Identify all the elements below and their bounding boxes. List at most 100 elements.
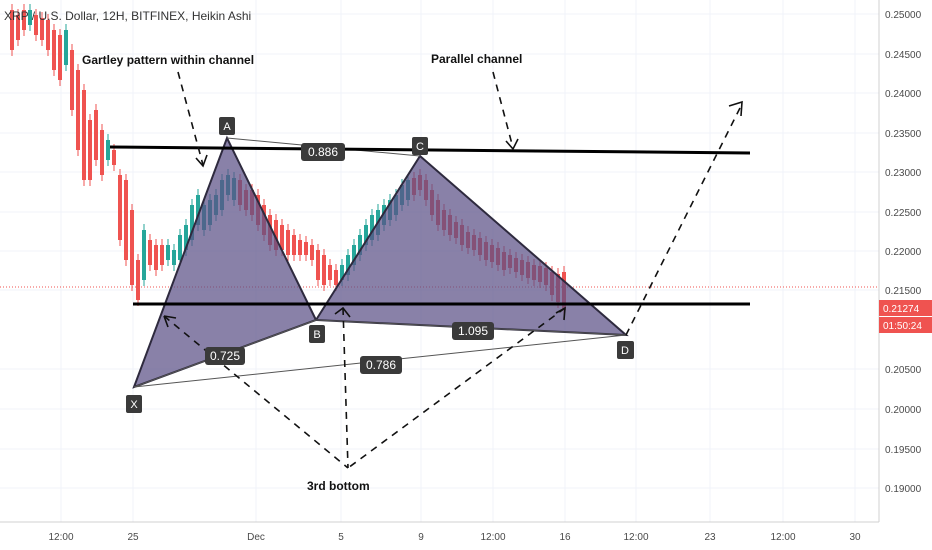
svg-text:X: X — [130, 399, 138, 411]
candle-body — [64, 30, 68, 65]
channel-upper-line[interactable] — [109, 145, 751, 155]
candle-body — [16, 15, 20, 40]
candle-body — [130, 210, 134, 285]
candle-body — [292, 235, 296, 255]
candle-body — [178, 235, 182, 260]
candle-body — [34, 15, 38, 35]
point-label-d: D — [617, 341, 634, 359]
candle-body — [118, 175, 122, 240]
last-price-tag: 0.21274 — [879, 300, 932, 316]
candle-body — [184, 225, 188, 250]
price-axis-background — [879, 0, 932, 550]
annotation-gartley: Gartley pattern within channel — [82, 53, 254, 67]
ratio-label-1095: 1.095 — [452, 322, 494, 340]
candle-body — [370, 215, 374, 240]
arrowhead-bottom-3 — [555, 306, 566, 321]
candle-body — [76, 70, 80, 150]
time-tick-label: 30 — [849, 532, 861, 543]
candle-body — [334, 270, 338, 285]
price-tick-label: 0.24000 — [885, 89, 922, 100]
price-axis[interactable]: 0.25000 0.24500 0.24000 0.23500 0.23000 0.225… — [885, 10, 922, 495]
time-tick-label: 9 — [418, 532, 424, 543]
price-tick-label: 0.23000 — [885, 168, 922, 179]
svg-text:0.725: 0.725 — [210, 349, 240, 363]
time-tick-label: 23 — [704, 532, 716, 543]
candle-body — [190, 205, 194, 240]
svg-text:0.21274: 0.21274 — [883, 304, 920, 315]
candle-body — [100, 130, 104, 175]
candle-body — [22, 10, 26, 30]
candle-body — [316, 250, 320, 280]
ratio-label-0886: 0.886 — [301, 143, 345, 161]
time-tick-label: Dec — [247, 532, 265, 543]
svg-text:0.786: 0.786 — [366, 358, 396, 372]
svg-text:D: D — [621, 345, 629, 357]
candle-body — [124, 180, 128, 260]
time-tick-label: 5 — [338, 532, 344, 543]
candle-body — [160, 245, 164, 265]
arrow-parallel-to-channel — [492, 71, 514, 149]
time-tick-label: 12:00 — [480, 532, 505, 543]
ratio-label-0786: 0.786 — [360, 356, 402, 374]
countdown-tag: 01:50:24 — [879, 317, 932, 333]
arrowhead-bottom-2 — [334, 306, 351, 318]
arrowhead-bottom-1b — [163, 315, 169, 328]
candle-body — [364, 225, 368, 245]
candle-body — [88, 120, 92, 180]
candle-body — [274, 220, 278, 250]
chart-title: XRP / U.S. Dollar, 12H, BITFINEX, Heikin… — [4, 9, 251, 23]
price-tick-label: 0.21500 — [885, 286, 922, 297]
time-tick-label: 12:00 — [48, 532, 73, 543]
svg-text:0.886: 0.886 — [308, 145, 338, 159]
svg-text:1.095: 1.095 — [458, 324, 488, 338]
candle-body — [346, 255, 350, 275]
price-tick-label: 0.24500 — [885, 50, 922, 61]
candle-body — [94, 110, 98, 160]
candle-body — [106, 140, 110, 160]
candle-body — [166, 245, 170, 260]
ratio-label-0725: 0.725 — [205, 347, 245, 365]
svg-text:C: C — [416, 141, 424, 153]
price-tick-label: 0.23500 — [885, 129, 922, 140]
candle-body — [40, 18, 44, 40]
price-tick-label: 0.19000 — [885, 484, 922, 495]
candle-body — [358, 235, 362, 255]
svg-text:B: B — [313, 329, 320, 341]
annotation-third-bottom: 3rd bottom — [307, 479, 370, 493]
candle-body — [172, 250, 176, 265]
arrowhead-bottom-1 — [163, 315, 177, 319]
price-tick-label: 0.22500 — [885, 208, 922, 219]
arrowhead-gartley — [195, 154, 208, 168]
svg-text:01:50:24: 01:50:24 — [883, 321, 922, 332]
time-tick-label: 12:00 — [770, 532, 795, 543]
candle-body — [52, 30, 56, 70]
candle-body — [352, 245, 356, 265]
candle-body — [322, 255, 326, 285]
point-label-x: X — [126, 395, 142, 413]
price-tick-label: 0.20000 — [885, 405, 922, 416]
candle-body — [328, 265, 332, 280]
candle-body — [10, 10, 14, 50]
price-tick-label: 0.25000 — [885, 10, 922, 21]
time-axis[interactable]: 12:00 25 Dec 5 9 12:00 16 12:00 23 12:00 30 — [48, 532, 861, 543]
time-tick-label: 12:00 — [623, 532, 648, 543]
arrowhead-parallel — [505, 138, 519, 151]
price-tick-label: 0.19500 — [885, 445, 922, 456]
candle-body — [46, 20, 50, 50]
time-tick-label: 16 — [559, 532, 571, 543]
candle-body — [70, 50, 74, 110]
candle-body — [136, 260, 140, 300]
candle-body — [82, 90, 86, 180]
time-tick-label: 25 — [127, 532, 139, 543]
candle-body — [28, 10, 32, 25]
svg-text:A: A — [223, 121, 231, 133]
candle-body — [286, 230, 290, 255]
arrow-bottom-2 — [342, 307, 349, 469]
dashed-arrows — [163, 71, 743, 469]
candle-body — [154, 245, 158, 270]
candle-body — [340, 265, 344, 280]
candle-body — [142, 230, 146, 280]
arrow-heads — [163, 100, 743, 328]
arrow-projection — [625, 103, 743, 336]
